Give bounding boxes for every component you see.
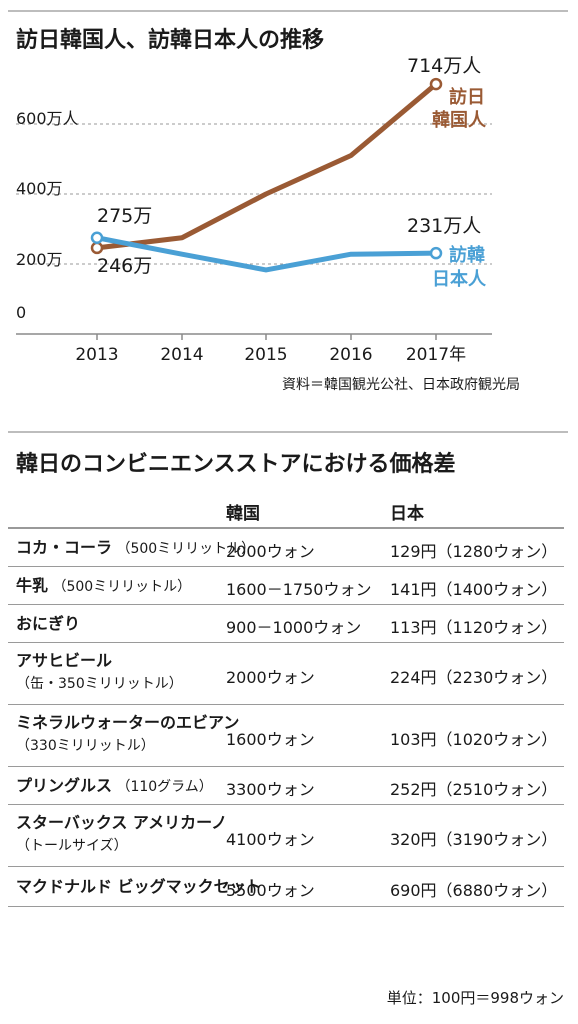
item-name: 牛乳 bbox=[16, 576, 49, 595]
header-korea: 韓国 bbox=[226, 504, 260, 524]
y-tick-label: 0 bbox=[16, 303, 26, 322]
item-note: （500ミリリットル） bbox=[48, 579, 192, 595]
item-cell: プリングルス （110グラム） bbox=[16, 775, 213, 798]
item-cell: 牛乳 （500ミリリットル） bbox=[16, 575, 191, 598]
series-line-1 bbox=[94, 81, 439, 251]
japan-price: 141円（1400ウォン） bbox=[390, 580, 558, 599]
series-name-label: 日本人 bbox=[432, 268, 487, 290]
korea-price: 3300ウォン bbox=[226, 780, 315, 799]
unit-note: 単位：100円＝998ウォン bbox=[386, 989, 564, 1007]
header-japan: 日本 bbox=[390, 504, 424, 524]
table-body: コカ・コーラ （500ミリリットル） 2000ウォン 129円（1280ウォン） 牛乳… bbox=[8, 529, 564, 907]
table-row: おにぎり 900－1000ウォン 113円（1120ウォン） bbox=[8, 605, 564, 643]
table-row: ミネラルウォーターのエビアン （330ミリリットル） 1600ウォン 103円（102… bbox=[8, 705, 564, 767]
price-table: 韓国 日本 コカ・コーラ （500ミリリットル） 2000ウォン 129円（1280… bbox=[8, 489, 564, 907]
y-tick-label: 200万 bbox=[16, 250, 63, 269]
item-note: （330ミリリットル） bbox=[16, 738, 155, 754]
item-cell: おにぎり bbox=[16, 613, 80, 635]
table-row: コカ・コーラ （500ミリリットル） 2000ウォン 129円（1280ウォン） bbox=[8, 529, 564, 567]
japan-price: 103円（1020ウォン） bbox=[390, 730, 558, 749]
table-row: スターバックス アメリカーノ （トールサイズ） 4100ウォン 320円（3190ウォ… bbox=[8, 805, 564, 867]
y-tick-label: 600万人 bbox=[16, 109, 79, 128]
table-title: 韓日のコンビニエンスストアにおける価格差 bbox=[16, 452, 456, 477]
item-cell: アサヒビール （缶・350ミリリットル） bbox=[16, 650, 183, 695]
series-line-2 bbox=[94, 235, 439, 273]
table-row: 牛乳 （500ミリリットル） 1600－1750ウォン 141円（1400ウォン） bbox=[8, 567, 564, 605]
japan-price: 690円（6880ウォン） bbox=[390, 881, 558, 900]
korea-price: 4100ウォン bbox=[226, 830, 315, 849]
line-chart: 0 200万 400万 600万人 2013 2014 2015 2016 2017年 246万 2… bbox=[16, 55, 492, 365]
series-name-label: 訪韓 bbox=[449, 244, 485, 266]
data-point-marker bbox=[429, 77, 443, 91]
japan-price: 129円（1280ウォン） bbox=[390, 542, 558, 561]
series-name-label: 韓国人 bbox=[432, 109, 487, 131]
data-label: 275万 bbox=[97, 205, 152, 227]
japan-price: 224円（2230ウォン） bbox=[390, 668, 558, 687]
korea-price: 900－1000ウォン bbox=[226, 618, 362, 637]
section-rule bbox=[8, 431, 568, 433]
item-name: ミネラルウォーターのエビアン bbox=[16, 713, 240, 732]
x-tick-label: 2013 bbox=[75, 345, 118, 365]
item-name: アサヒビール bbox=[16, 651, 113, 670]
item-cell: スターバックス アメリカーノ （トールサイズ） bbox=[16, 812, 227, 857]
item-name: おにぎり bbox=[16, 614, 81, 633]
data-point-marker bbox=[429, 246, 443, 260]
y-tick-label: 400万 bbox=[16, 179, 63, 198]
item-note: （トールサイズ） bbox=[16, 838, 128, 854]
item-cell: ミネラルウォーターのエビアン （330ミリリットル） bbox=[16, 712, 239, 757]
japan-price: 320円（3190ウォン） bbox=[390, 830, 558, 849]
chart-title: 訪日韓国人、訪韓日本人の推移 bbox=[16, 28, 325, 53]
japan-price: 113円（1120ウォン） bbox=[390, 618, 558, 637]
x-tick-label: 2014 bbox=[160, 345, 203, 365]
korea-price: 5500ウォン bbox=[226, 881, 315, 900]
data-label: 246万 bbox=[97, 255, 152, 277]
item-cell: コカ・コーラ （500ミリリットル） bbox=[16, 537, 255, 560]
korea-price: 2000ウォン bbox=[226, 542, 315, 561]
item-note: （110グラム） bbox=[112, 779, 213, 795]
data-point-marker bbox=[90, 231, 104, 244]
table-header: 韓国 日本 bbox=[8, 489, 564, 529]
item-name: コカ・コーラ bbox=[16, 538, 113, 557]
item-name: プリングルス bbox=[16, 776, 113, 795]
table-row: アサヒビール （缶・350ミリリットル） 2000ウォン 224円（2230ウォン） bbox=[8, 643, 564, 705]
data-point-marker bbox=[90, 241, 104, 255]
data-label: 714万人 bbox=[407, 55, 481, 77]
data-label: 231万人 bbox=[407, 215, 481, 237]
table-row: プリングルス （110グラム） 3300ウォン 252円（2510ウォン） bbox=[8, 767, 564, 805]
item-name: マクドナルド ビッグマックセット bbox=[16, 877, 262, 896]
table-row: マクドナルド ビッグマックセット 5500ウォン 690円（6880ウォン） bbox=[8, 867, 564, 907]
item-note: （500ミリリットル） bbox=[112, 541, 256, 557]
x-tick-label: 2017年 bbox=[406, 345, 466, 365]
korea-price: 1600ウォン bbox=[226, 730, 315, 749]
item-name: スターバックス アメリカーノ bbox=[16, 813, 228, 832]
top-rule bbox=[8, 10, 568, 12]
series-name-label: 訪日 bbox=[449, 86, 485, 108]
japan-price: 252円（2510ウォン） bbox=[390, 780, 558, 799]
korea-price: 2000ウォン bbox=[226, 668, 315, 687]
item-cell: マクドナルド ビッグマックセット bbox=[16, 876, 262, 898]
x-tick-label: 2015 bbox=[244, 345, 287, 365]
korea-price: 1600－1750ウォン bbox=[226, 580, 372, 599]
source-note: 資料＝韓国観光公社、日本政府観光局 bbox=[282, 377, 520, 393]
item-note: （缶・350ミリリットル） bbox=[16, 676, 183, 692]
x-tick-label: 2016 bbox=[329, 345, 372, 365]
